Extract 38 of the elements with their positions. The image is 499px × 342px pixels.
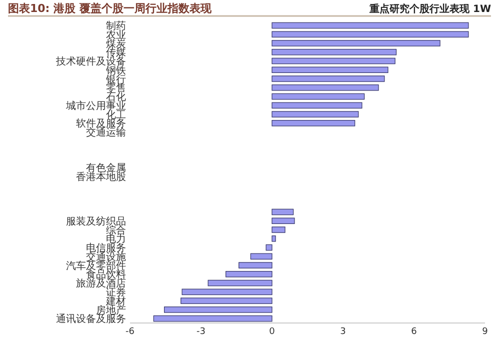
x-tick-label: -6 [126,327,135,337]
bar [272,111,359,118]
bar [153,315,272,322]
bar [250,253,272,260]
bar [272,58,396,64]
bar [272,226,286,233]
bar [208,280,272,286]
y-tick-label: 香港本地股 [76,171,126,184]
bar [272,76,385,82]
x-tick-label: -3 [196,327,206,337]
bar [272,84,379,91]
bar [272,48,397,56]
bar [272,93,365,100]
y-tick-label: 银行 [105,74,126,86]
chart-subtitle: 重点研究个股行业表现 1W [368,3,491,15]
x-tick-label: 0 [269,327,276,337]
y-tick-label: 交通运输 [86,126,126,139]
bar [164,306,272,313]
bar [272,208,294,216]
x-tick-label: 9 [482,327,488,337]
x-tick-label: 3 [340,327,346,337]
bar [272,120,356,126]
bar [272,218,295,224]
bar [226,271,272,278]
bar [272,40,440,46]
bar [266,244,272,251]
bar [182,288,272,296]
bar [272,22,469,29]
bar [272,66,388,73]
y-tick-label: 煤炭 [106,38,126,50]
bar [272,235,276,242]
x-tick-label: 6 [411,327,418,337]
bar [272,31,469,38]
bar [238,262,272,268]
bar [180,298,272,304]
chart-title: 图表10: 港股 覆盖个股一周行业指数表现 [8,2,212,15]
y-tick-label: 钢铁 [105,64,126,76]
bar [272,102,362,109]
